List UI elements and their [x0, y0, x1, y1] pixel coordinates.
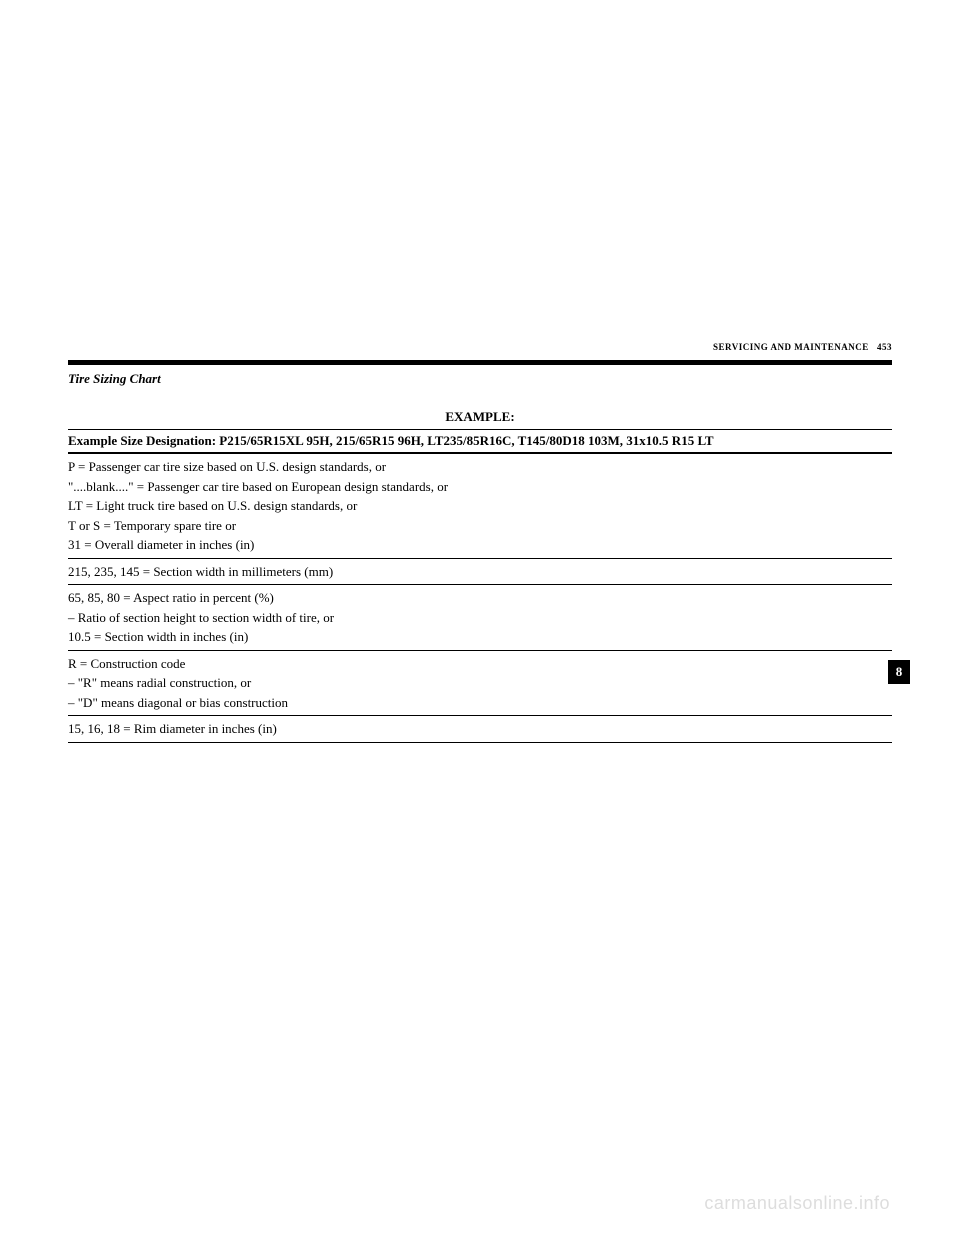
row-blank: "....blank...." = Passenger car tire bas… [68, 477, 892, 497]
chapter-tab: 8 [888, 660, 910, 684]
row-p: P = Passenger car tire size based on U.S… [68, 457, 892, 477]
row-aspect2: – Ratio of section height to section wid… [68, 608, 892, 628]
example-label: EXAMPLE: [68, 409, 892, 425]
section-title: Tire Sizing Chart [68, 371, 892, 387]
row-diameter: 31 = Overall diameter in inches (in) [68, 535, 892, 555]
row-construction2: – "R" means radial construction, or [68, 673, 892, 693]
designation-row: Example Size Designation: P215/65R15XL 9… [68, 429, 892, 454]
row-construction3: – "D" means diagonal or bias constructio… [68, 693, 892, 713]
row-rim: 15, 16, 18 = Rim diameter in inches (in) [68, 719, 892, 739]
page-header: SERVICING AND MAINTENANCE 453 [713, 342, 892, 352]
table-row: P = Passenger car tire size based on U.S… [68, 454, 892, 558]
row-aspect3: 10.5 = Section width in inches (in) [68, 627, 892, 647]
table-row: R = Construction code – "R" means radial… [68, 650, 892, 716]
table-row: 15, 16, 18 = Rim diameter in inches (in) [68, 715, 892, 743]
header-section: SERVICING AND MAINTENANCE [713, 342, 869, 352]
row-tors: T or S = Temporary spare tire or [68, 516, 892, 536]
table-row: 65, 85, 80 = Aspect ratio in percent (%)… [68, 584, 892, 650]
row-aspect1: 65, 85, 80 = Aspect ratio in percent (%) [68, 588, 892, 608]
table-row: 215, 235, 145 = Section width in millime… [68, 558, 892, 585]
header-rule [68, 360, 892, 365]
row-construction1: R = Construction code [68, 654, 892, 674]
row-section-width: 215, 235, 145 = Section width in millime… [68, 562, 892, 582]
watermark: carmanualsonline.info [704, 1193, 890, 1214]
header-page: 453 [877, 342, 892, 352]
row-lt: LT = Light truck tire based on U.S. desi… [68, 496, 892, 516]
